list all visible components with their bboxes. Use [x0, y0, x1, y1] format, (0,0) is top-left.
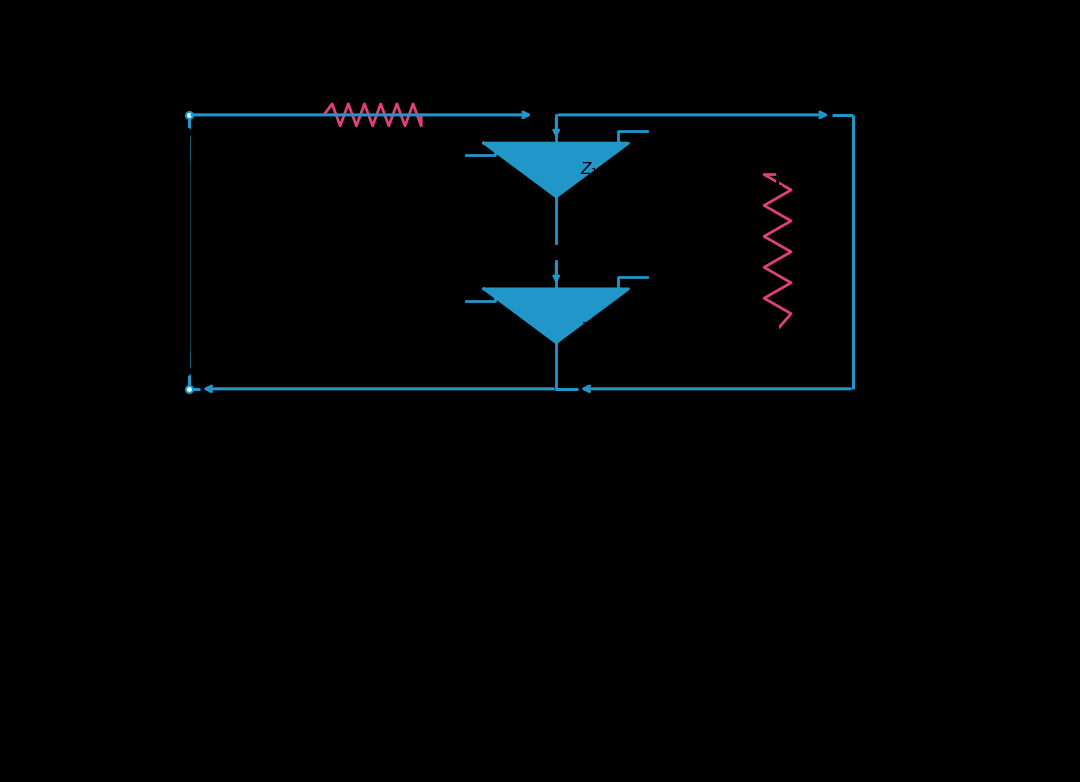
Text: The circuit shown below uses two Zener diodes, each rated at 20V, 200mA. If the
: The circuit shown below uses two Zener d… [24, 13, 969, 87]
Polygon shape [484, 289, 629, 343]
Text: R: R [367, 68, 378, 86]
Polygon shape [484, 143, 629, 197]
Text: $Z_2$: $Z_2$ [580, 320, 598, 339]
Text: $Z_1$: $Z_1$ [580, 161, 598, 179]
Text: $E_0$: $E_0$ [810, 242, 827, 261]
Text: $R_L$: $R_L$ [727, 242, 745, 261]
Text: $E_i$=45 V: $E_i$=45 V [87, 242, 150, 261]
Text: +: + [172, 89, 185, 104]
Text: −: − [166, 397, 179, 416]
